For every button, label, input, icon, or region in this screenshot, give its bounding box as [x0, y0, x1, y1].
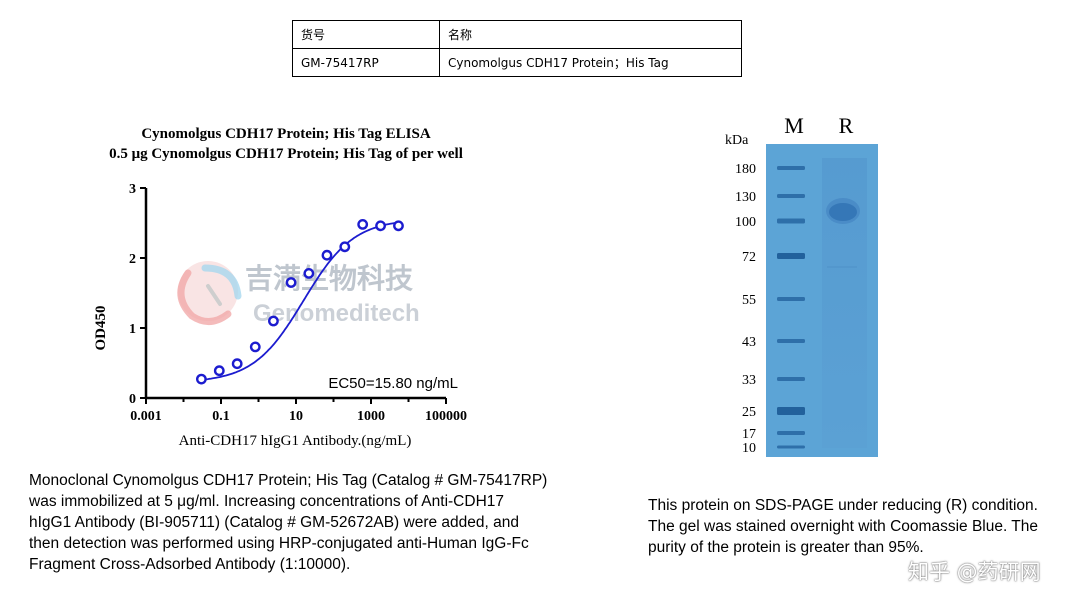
- header-name: 名称: [439, 20, 742, 49]
- x-tick-label: 1000: [357, 409, 385, 424]
- x-tick-label: 100000: [425, 409, 467, 424]
- kda-unit-label: kDa: [725, 133, 749, 148]
- marker-band: [777, 339, 805, 343]
- watermark: 吉满生物科技 Genomeditech: [177, 261, 420, 327]
- chart-subtitle: 0.5 μg Cynomolgus CDH17 Protein; His Tag…: [109, 146, 463, 162]
- marker-band: [777, 407, 805, 415]
- cell-catalog-number: GM-75417RP: [292, 48, 440, 77]
- data-point: [285, 277, 297, 288]
- watermark-text-en: Genomeditech: [253, 300, 420, 327]
- y-tick-label: 1: [129, 322, 136, 337]
- chart-title: Cynomolgus CDH17 Protein; His Tag ELISA: [141, 126, 431, 142]
- marker-band: [777, 253, 805, 259]
- marker-band: [777, 445, 805, 449]
- product-table: 货号 名称 GM-75417RP Cynomolgus CDH17 Protei…: [292, 20, 742, 77]
- marker-band: [777, 166, 805, 170]
- watermark-text-cn: 吉满生物科技: [245, 262, 413, 295]
- y-tick-label: 3: [129, 182, 136, 197]
- x-tick-label: 0.001: [130, 409, 162, 424]
- marker-label: 130: [735, 190, 756, 205]
- y-axis-title: OD450: [93, 306, 109, 351]
- fit-curve-group: [201, 221, 399, 381]
- marker-label: 43: [742, 335, 756, 350]
- data-point: [321, 249, 333, 261]
- marker-label: 25: [742, 405, 756, 420]
- marker-label: 180: [735, 162, 756, 177]
- y-tick-label: 2: [129, 252, 136, 267]
- data-point: [357, 219, 369, 230]
- data-points: [195, 219, 404, 385]
- marker-label: 17: [742, 427, 756, 442]
- sample-band: [826, 198, 860, 268]
- table-header-row: 货号 名称: [292, 20, 742, 49]
- genomeditech-logo-icon: [177, 261, 242, 325]
- marker-band: [777, 377, 805, 381]
- data-point: [213, 365, 225, 377]
- marker-band: [777, 297, 805, 301]
- fit-curve: [201, 221, 399, 381]
- data-point: [393, 220, 404, 232]
- header-catalog: 货号: [292, 20, 440, 49]
- data-point: [195, 373, 207, 385]
- gel-caption: This protein on SDS-PAGE under reducing …: [648, 497, 1039, 556]
- cell-product-name: Cynomolgus CDH17 Protein；His Tag: [439, 48, 742, 77]
- elisa-chart: Cynomolgus CDH17 Protein; His Tag ELISA …: [93, 126, 467, 449]
- y-tick-label: 0: [129, 392, 136, 407]
- x-tick-label: 10: [289, 409, 303, 424]
- data-point: [375, 220, 386, 232]
- marker-label: 72: [742, 250, 756, 265]
- marker-band: [777, 218, 805, 224]
- ec50-annotation: EC50=15.80 ng/mL: [328, 375, 458, 392]
- x-tick-label: 0.1: [212, 409, 230, 424]
- marker-ladder: [777, 166, 805, 449]
- lane-label-r: R: [839, 113, 854, 138]
- marker-label: 33: [742, 373, 756, 388]
- x-axis-title: Anti-CDH17 hIgG1 Antibody.(ng/mL): [179, 433, 412, 449]
- elisa-caption: Monoclonal Cynomolgus CDH17 Protein; His…: [29, 472, 548, 573]
- marker-band: [777, 194, 805, 198]
- marker-band: [777, 431, 805, 435]
- lane-label-m: M: [784, 113, 804, 138]
- data-point: [268, 315, 279, 327]
- data-point: [303, 267, 315, 279]
- chart-axes: 0 1 2 3 0.001 0.1 10 1000 100000: [129, 182, 467, 424]
- marker-label: 100: [735, 215, 756, 230]
- table-row: GM-75417RP Cynomolgus CDH17 Protein；His …: [292, 48, 742, 77]
- page-watermark: 知乎 @药研网: [908, 560, 1041, 584]
- marker-label: 10: [742, 441, 756, 456]
- data-point: [231, 358, 243, 370]
- data-point: [339, 241, 351, 253]
- data-point: [249, 341, 261, 353]
- marker-label: 55: [742, 293, 756, 308]
